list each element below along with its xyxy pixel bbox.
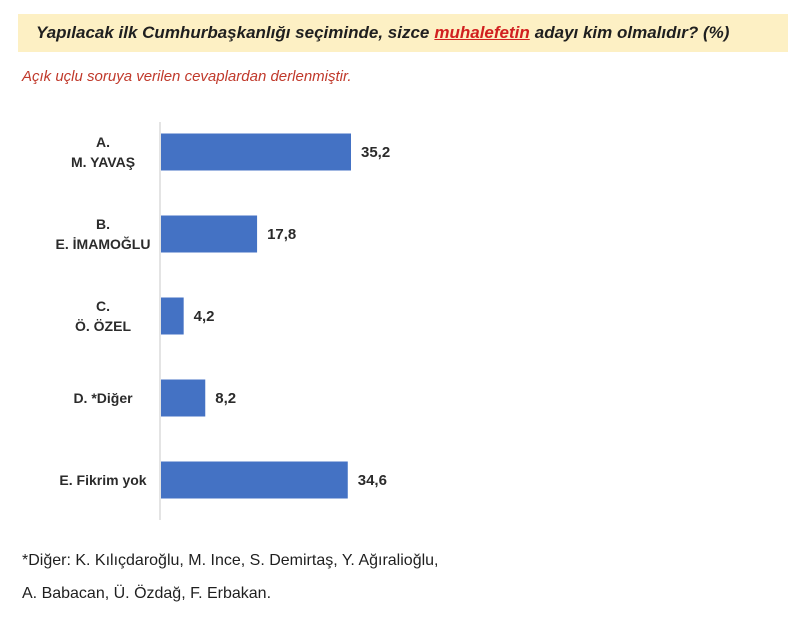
category-label-1: B. E. İMAMOĞLU — [56, 216, 151, 252]
bar-2 — [161, 297, 184, 335]
value-label-1: 17,8 — [267, 226, 296, 243]
bar-chart: 35,2 A. M. YAVAŞ 17,8 B. E. İMAMOĞLU 4,2 C. Ö. Ö… — [56, 122, 390, 520]
value-label-2: 4,2 — [194, 308, 215, 325]
value-label-4: 34,6 — [358, 472, 387, 489]
question-title: Yapılacak ilk Cumhurbaşkanlığı seçiminde… — [18, 14, 788, 52]
value-label-0: 35,2 — [361, 144, 390, 161]
bar-3 — [161, 379, 206, 417]
bar-0 — [161, 133, 351, 171]
subtitle: Açık uçlu soruya verilen cevaplardan der… — [22, 68, 352, 85]
category-label-0: A. M. YAVAŞ — [71, 134, 135, 170]
footnote-line-1: *Diğer: K. Kılıçdaroğlu, M. Ince, S. Dem… — [22, 552, 439, 569]
bar-4 — [161, 461, 348, 499]
value-label-3: 8,2 — [215, 390, 236, 407]
category-label-3: D. *Diğer — [73, 390, 133, 406]
category-label-4: E. Fikrim yok — [59, 472, 146, 488]
footnote-line-2: A. Babacan, Ü. Özdağ, F. Erbakan. — [22, 585, 272, 602]
question-text-end: adayı kim olmalıdır? (%) — [534, 23, 730, 42]
question-text-start: Yapılacak ilk Cumhurbaşkanlığı seçiminde… — [36, 23, 430, 42]
bar-1 — [161, 215, 258, 253]
category-label-2: C. Ö. ÖZEL — [75, 298, 131, 334]
question-highlight: muhalefetin — [434, 23, 530, 42]
